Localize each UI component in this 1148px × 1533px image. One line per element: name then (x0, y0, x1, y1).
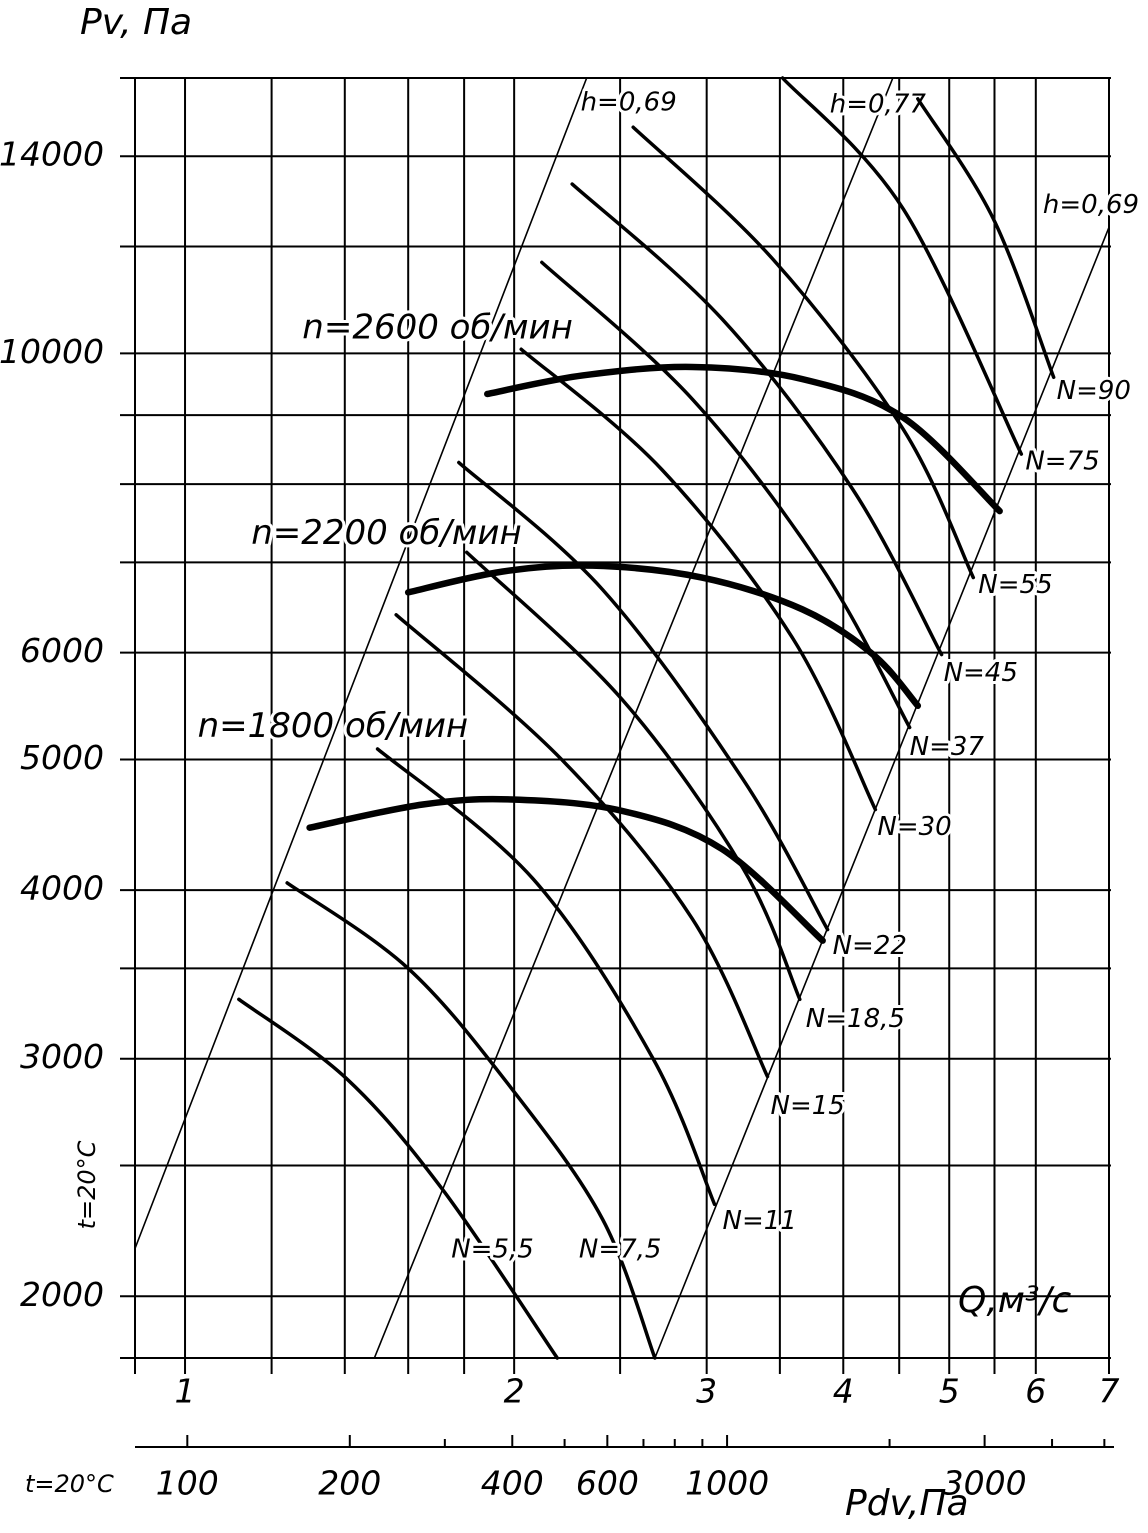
power-label: N=45 (944, 658, 1018, 688)
x2-tick-label: 100 (156, 1464, 219, 1503)
x2-tick-label: 1000 (685, 1464, 769, 1503)
y-tick-label: 3000 (20, 1037, 104, 1076)
power-label: N=30 (877, 812, 951, 842)
power-curve (780, 76, 1024, 456)
power-curve (457, 460, 830, 932)
temperature-label: t=20°C (25, 1470, 114, 1498)
power-label: N=55 (978, 570, 1052, 600)
power-curve (237, 997, 559, 1360)
power-label: N=37 (910, 732, 985, 762)
efficiency-line (654, 226, 1110, 1359)
speed-label: n=1800 об/мин (198, 706, 469, 746)
power-label: N=75 (1025, 447, 1099, 477)
x2-tick-label: 600 (576, 1464, 639, 1503)
power-curve (394, 613, 770, 1079)
x2-tick-label: 400 (481, 1464, 544, 1503)
x2-tick-label: 200 (318, 1464, 381, 1503)
x2-tick-label: 3000 (943, 1464, 1027, 1503)
efficiency-label: h=0,69 (1043, 190, 1139, 220)
y-tick-label: 4000 (20, 869, 104, 908)
x-tick-label: 7 (1099, 1372, 1120, 1411)
y-tick-label: 6000 (20, 631, 104, 670)
speed-curve (404, 562, 922, 709)
power-curve (916, 97, 1056, 380)
power-label: N=18,5 (806, 1004, 905, 1034)
efficiency-line (134, 77, 588, 1250)
power-curve (519, 347, 878, 812)
temperature-label: t=20°C (73, 1140, 101, 1229)
power-label: N=7,5 (579, 1235, 662, 1265)
power-curve (570, 182, 944, 657)
power-curve (631, 125, 976, 580)
y-tick-label: 14000 (0, 135, 104, 174)
y-axis-title: Pv, Па (80, 2, 192, 43)
y-tick-label: 10000 (0, 332, 104, 371)
x2-axis-title: Pdv,Па (845, 1483, 969, 1524)
y-tick-label: 5000 (20, 738, 104, 777)
x-tick-label: 3 (696, 1372, 717, 1411)
speed-label: n=2600 об/мин (302, 307, 573, 347)
power-curve (285, 881, 657, 1360)
x-tick-label: 4 (833, 1372, 854, 1411)
y-tick-label: 2000 (20, 1275, 104, 1314)
power-label: N=5,5 (451, 1235, 534, 1265)
power-label: N=11 (723, 1206, 797, 1236)
x-axis-title: Q,м³/с (958, 1280, 1071, 1321)
efficiency-line (373, 77, 894, 1359)
speed-curve (484, 363, 1003, 515)
power-label: N=22 (833, 931, 907, 961)
x-tick-label: 1 (175, 1372, 196, 1411)
x-tick-label: 5 (939, 1372, 960, 1411)
efficiency-label: h=0,69 (581, 88, 677, 118)
speed-curve (306, 795, 826, 944)
power-label: N=90 (1057, 376, 1131, 406)
speed-label: n=2200 об/мин (251, 513, 522, 553)
power-label: N=15 (771, 1091, 845, 1121)
power-curve (465, 550, 802, 1002)
efficiency-label: h=0,77 (830, 90, 927, 120)
x-tick-label: 2 (504, 1372, 525, 1411)
x-tick-label: 6 (1025, 1372, 1046, 1411)
